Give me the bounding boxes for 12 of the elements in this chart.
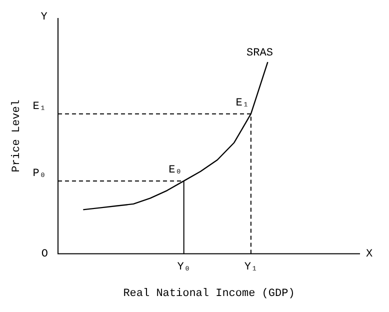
ref-line-label: P₀ xyxy=(32,168,46,180)
annotation: E₀ xyxy=(168,164,182,176)
x-tick-label: Y₀ xyxy=(177,261,190,274)
text: X xyxy=(366,248,373,261)
annotation: E₁ xyxy=(236,97,249,110)
series-label: SRAS xyxy=(246,48,274,60)
text: O xyxy=(41,248,48,261)
x-axis-title: Real National Income (GDP) xyxy=(123,288,295,300)
y-axis-title: Price Level xyxy=(10,100,23,172)
x-tick-label: Y₁ xyxy=(244,261,258,274)
ref-line-label: E₁ xyxy=(32,100,46,113)
text: Y xyxy=(40,11,48,24)
